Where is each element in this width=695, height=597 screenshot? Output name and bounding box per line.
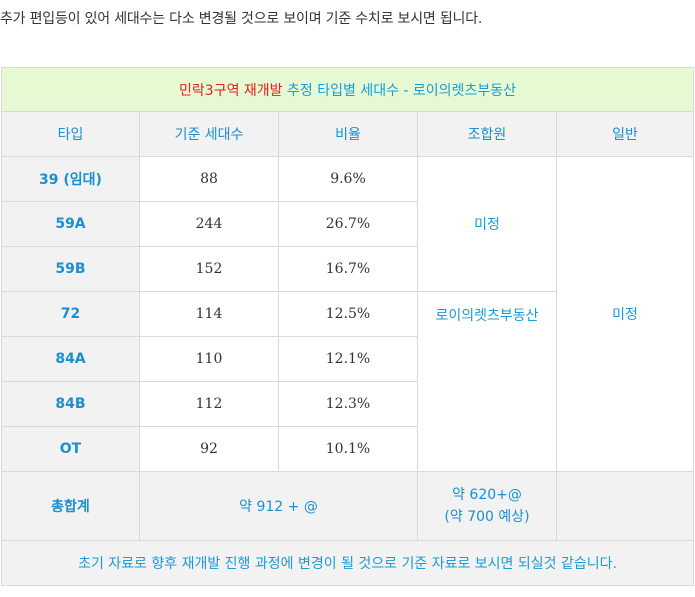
type-cell: 84A bbox=[1, 336, 140, 382]
intro-text: 추가 편입등이 있어 세대수는 다소 변경될 것으로 보이며 기준 수치로 보시… bbox=[0, 11, 483, 27]
member-total-line1: 약 620+@ bbox=[452, 487, 522, 503]
header-type: 타입 bbox=[1, 111, 140, 157]
total-label: 총합계 bbox=[1, 471, 140, 541]
table-row: 39 (임대) 88 9.6% 미정 미정 bbox=[1, 156, 695, 472]
general-cell: 미정 bbox=[555, 156, 695, 472]
header-ratio: 비율 bbox=[278, 111, 418, 157]
member-cell: 로이의렛츠부동산 bbox=[417, 291, 557, 472]
table-footer-note: 초기 자료로 향후 재개발 진행 과정에 변경이 될 것으로 기준 자료로 보시… bbox=[0, 540, 695, 586]
table-row: 84A 110 12.1% bbox=[1, 336, 694, 382]
total-value: 약 912 + @ bbox=[139, 471, 418, 541]
member-total-line2: (약 700 예상) bbox=[444, 509, 530, 525]
table-row: OT 92 10.1% bbox=[1, 426, 694, 472]
table-title-rest: 추정 타입별 세대수 - 로이의렛츠부동산 bbox=[282, 82, 516, 99]
total-row: 총합계 약 912 + @ 약 620+@ (약 700 예상) bbox=[1, 471, 695, 541]
table-row: 59B 152 16.7% bbox=[1, 246, 694, 292]
units-cell: 110 bbox=[139, 336, 279, 382]
table-row: 72 114 12.5% 로이의렛츠부동산 bbox=[1, 291, 694, 472]
ratio-cell: 9.6% bbox=[278, 156, 418, 202]
header-general: 일반 bbox=[555, 111, 695, 157]
header-member: 조합원 bbox=[417, 111, 557, 157]
table-header-row: 타입 기준 세대수 비율 조합원 일반 bbox=[1, 111, 695, 157]
general-total bbox=[555, 471, 695, 541]
type-cell: OT bbox=[1, 426, 140, 472]
units-cell: 244 bbox=[139, 201, 279, 247]
member-total: 약 620+@ (약 700 예상) bbox=[417, 471, 557, 541]
ratio-cell: 10.1% bbox=[278, 426, 418, 472]
ratio-cell: 12.1% bbox=[278, 336, 418, 382]
type-cell: 39 (임대) bbox=[1, 156, 140, 202]
units-cell: 92 bbox=[139, 426, 279, 472]
table-footer-row: 초기 자료로 향후 재개발 진행 과정에 변경이 될 것으로 기준 자료로 보시… bbox=[0, 540, 695, 586]
table-title: 민락3구역 재개발 추정 타입별 세대수 - 로이의렛츠부동산 bbox=[0, 67, 695, 112]
units-cell: 112 bbox=[139, 381, 279, 427]
type-cell: 59A bbox=[1, 201, 140, 247]
ratio-cell: 16.7% bbox=[278, 246, 418, 292]
ratio-cell: 12.5% bbox=[278, 291, 418, 337]
units-cell: 114 bbox=[139, 291, 279, 337]
table-title-row: 민락3구역 재개발 추정 타입별 세대수 - 로이의렛츠부동산 bbox=[0, 67, 695, 112]
type-cell: 59B bbox=[1, 246, 140, 292]
units-cell: 88 bbox=[139, 156, 279, 202]
type-cell: 84B bbox=[1, 381, 140, 427]
table-row: 84B 112 12.3% bbox=[1, 381, 694, 427]
units-cell: 152 bbox=[139, 246, 279, 292]
ratio-cell: 26.7% bbox=[278, 201, 418, 247]
type-cell: 72 bbox=[1, 291, 140, 337]
header-units: 기준 세대수 bbox=[139, 111, 279, 157]
table-title-highlight: 민락3구역 재개발 bbox=[179, 82, 283, 99]
ratio-cell: 12.3% bbox=[278, 381, 418, 427]
table-row: 59A 244 26.7% bbox=[1, 201, 694, 247]
unit-count-table: 민락3구역 재개발 추정 타입별 세대수 - 로이의렛츠부동산 타입 기준 세대… bbox=[0, 67, 695, 586]
member-cell: 미정 bbox=[417, 156, 557, 292]
